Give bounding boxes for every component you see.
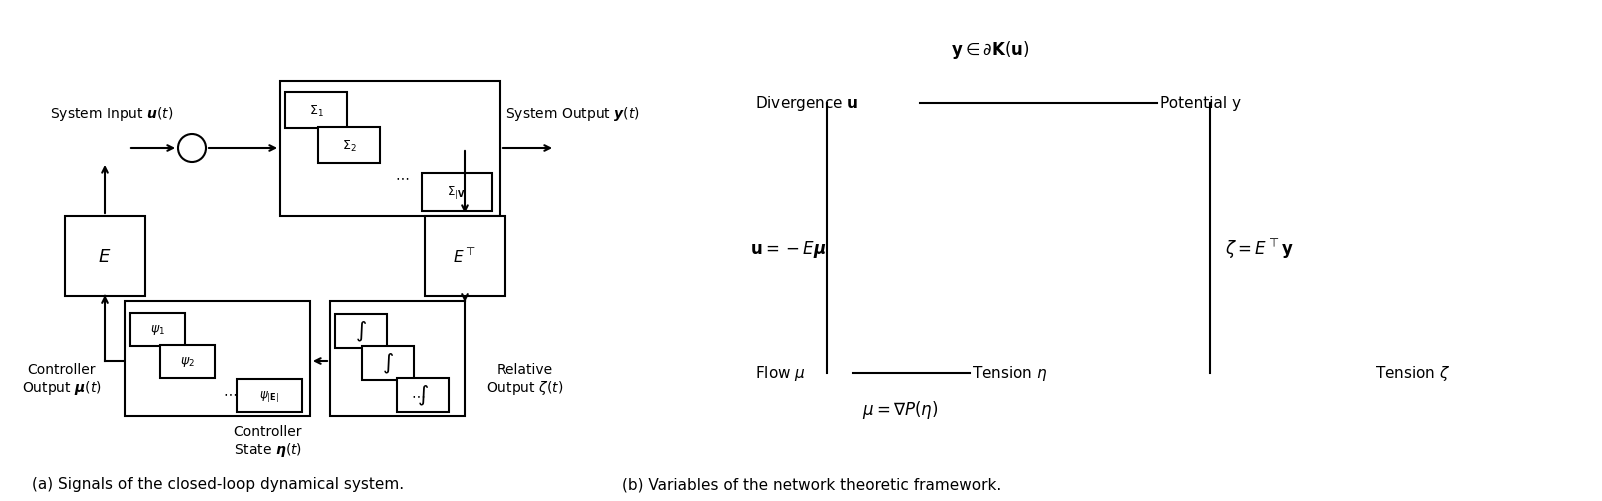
Bar <box>280 82 500 216</box>
Text: $\cdots$: $\cdots$ <box>410 387 425 401</box>
Bar <box>66 216 146 297</box>
Text: $\int$: $\int$ <box>417 383 429 407</box>
Bar <box>362 346 413 380</box>
Text: Controller
State $\boldsymbol{\eta}(t)$: Controller State $\boldsymbol{\eta}(t)$ <box>234 424 303 458</box>
Text: (a) Signals of the closed-loop dynamical system.: (a) Signals of the closed-loop dynamical… <box>32 476 404 491</box>
Bar <box>160 345 215 378</box>
Text: $\psi_2$: $\psi_2$ <box>179 355 194 369</box>
Text: Potential y: Potential y <box>1160 96 1242 111</box>
Bar <box>421 174 492 211</box>
Text: Divergence $\mathbf{u}$: Divergence $\mathbf{u}$ <box>755 94 859 113</box>
Text: $\Sigma_1$: $\Sigma_1$ <box>309 103 324 118</box>
Text: $\cdots$: $\cdots$ <box>394 170 409 184</box>
Text: System Output $\boldsymbol{y}(t)$: System Output $\boldsymbol{y}(t)$ <box>505 105 639 123</box>
Bar <box>319 128 380 164</box>
Bar <box>125 302 311 416</box>
Text: Relative
Output $\zeta(t)$: Relative Output $\zeta(t)$ <box>487 362 564 396</box>
Bar <box>425 216 505 297</box>
Text: $\Sigma_2$: $\Sigma_2$ <box>341 138 356 153</box>
Text: $\mu = \nabla P(\eta)$: $\mu = \nabla P(\eta)$ <box>862 398 939 420</box>
Text: $\mathbf{u} = -E\boldsymbol{\mu}$: $\mathbf{u} = -E\boldsymbol{\mu}$ <box>750 239 827 260</box>
Bar <box>237 379 303 412</box>
Text: Flow $\mu$: Flow $\mu$ <box>755 364 806 383</box>
Text: $\psi_1$: $\psi_1$ <box>149 323 165 337</box>
Text: $\cdots$: $\cdots$ <box>223 385 237 399</box>
Bar <box>285 93 348 129</box>
Bar <box>330 302 465 416</box>
Text: $\zeta = E^\top \mathbf{y}$: $\zeta = E^\top \mathbf{y}$ <box>1226 237 1294 262</box>
Text: $E^\top$: $E^\top$ <box>453 247 477 266</box>
Text: $\Sigma_{|\mathbf{V}|}$: $\Sigma_{|\mathbf{V}|}$ <box>447 184 468 201</box>
Text: System Input $\boldsymbol{u}(t)$: System Input $\boldsymbol{u}(t)$ <box>50 105 173 123</box>
Text: Tension $\eta$: Tension $\eta$ <box>972 364 1048 383</box>
Text: Tension $\zeta$: Tension $\zeta$ <box>1375 364 1450 383</box>
Bar <box>130 313 184 346</box>
Text: $\mathbf{y} \in \partial \mathbf{K}(\mathbf{u})$: $\mathbf{y} \in \partial \mathbf{K}(\mat… <box>950 39 1030 61</box>
Text: $E$: $E$ <box>98 247 112 266</box>
Text: $\psi_{|\mathbf{E}|}$: $\psi_{|\mathbf{E}|}$ <box>260 388 279 403</box>
Text: $\int$: $\int$ <box>356 319 367 343</box>
Bar <box>335 314 388 348</box>
Text: (b) Variables of the network theoretic framework.: (b) Variables of the network theoretic f… <box>622 476 1001 491</box>
Text: $\int$: $\int$ <box>381 351 394 375</box>
Bar <box>397 378 449 412</box>
Text: Controller
Output $\boldsymbol{\mu}(t)$: Controller Output $\boldsymbol{\mu}(t)$ <box>22 362 103 396</box>
